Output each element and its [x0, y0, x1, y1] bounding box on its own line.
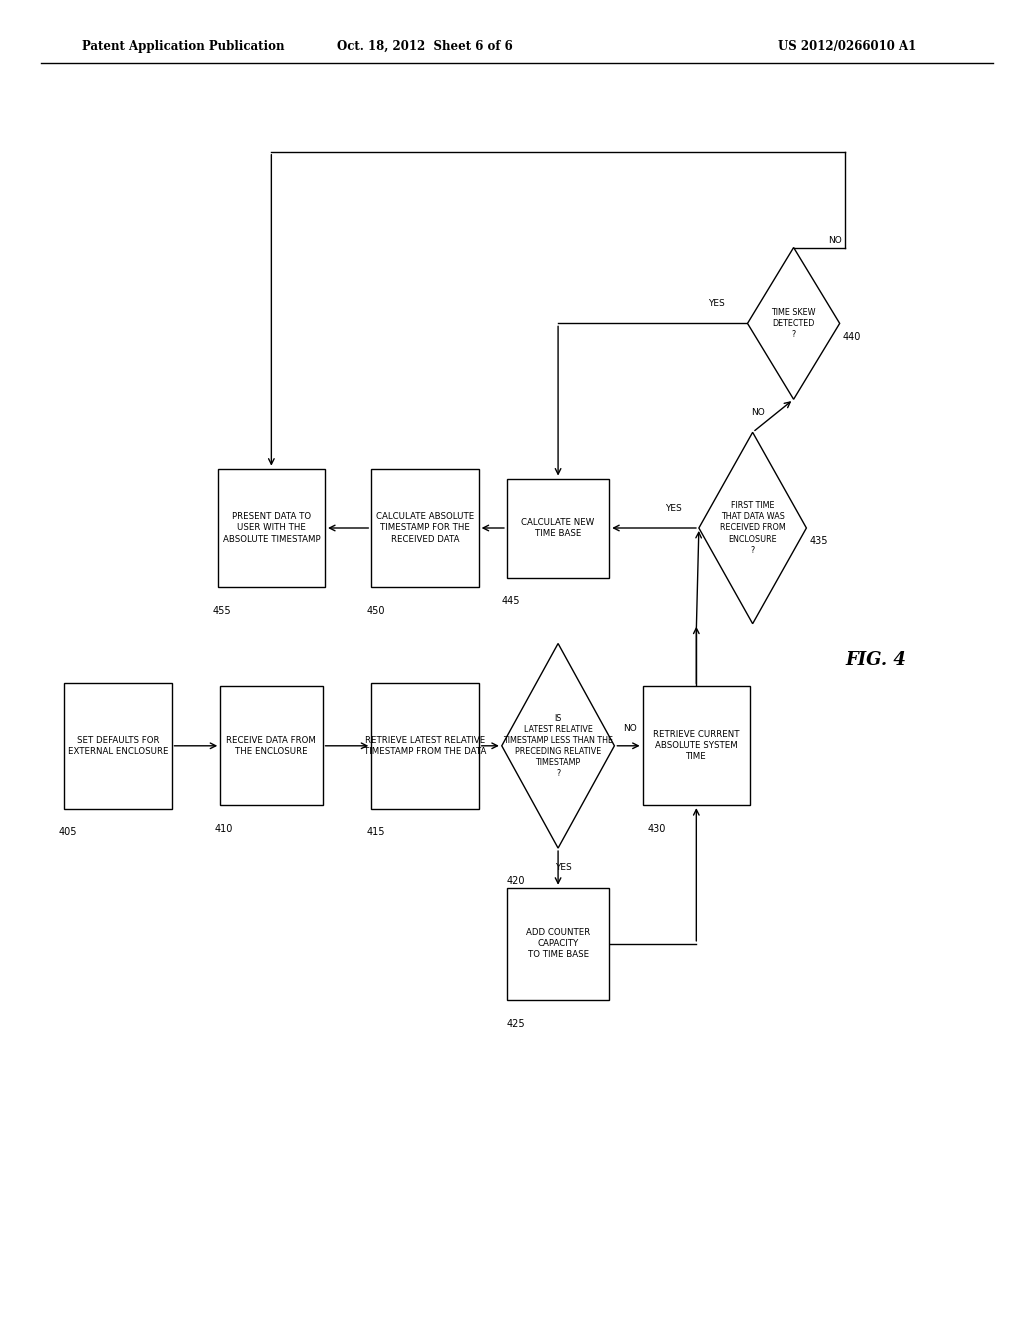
Polygon shape: [698, 433, 807, 624]
Text: PRESENT DATA TO
USER WITH THE
ABSOLUTE TIMESTAMP: PRESENT DATA TO USER WITH THE ABSOLUTE T…: [222, 512, 321, 544]
Text: YES: YES: [665, 504, 682, 512]
Text: 455: 455: [213, 606, 231, 616]
Bar: [220, 686, 323, 805]
Text: 410: 410: [215, 824, 233, 834]
Text: 420: 420: [507, 876, 525, 886]
Text: RETRIEVE CURRENT
ABSOLUTE SYSTEM
TIME: RETRIEVE CURRENT ABSOLUTE SYSTEM TIME: [653, 730, 739, 762]
Text: IS
LATEST RELATIVE
TIMESTAMP LESS THAN THE
PRECEDING RELATIVE
TIMESTAMP
?: IS LATEST RELATIVE TIMESTAMP LESS THAN T…: [503, 714, 613, 777]
Text: YES: YES: [709, 300, 725, 308]
Text: 435: 435: [809, 536, 828, 546]
Text: RECEIVE DATA FROM
THE ENCLOSURE: RECEIVE DATA FROM THE ENCLOSURE: [226, 735, 316, 756]
Text: US 2012/0266010 A1: US 2012/0266010 A1: [778, 40, 916, 53]
Polygon shape: [748, 248, 840, 399]
Text: 425: 425: [507, 1019, 525, 1028]
Text: NO: NO: [623, 725, 637, 733]
Polygon shape: [502, 644, 614, 849]
Bar: [371, 682, 478, 808]
Bar: [507, 479, 609, 578]
Bar: [63, 682, 171, 808]
Text: CALCULATE NEW
TIME BASE: CALCULATE NEW TIME BASE: [521, 517, 595, 539]
Text: FIG. 4: FIG. 4: [845, 651, 906, 669]
Bar: [218, 469, 326, 587]
Text: TIME SKEW
DETECTED
?: TIME SKEW DETECTED ?: [771, 308, 816, 339]
Text: YES: YES: [555, 863, 571, 873]
Text: ADD COUNTER
CAPACITY
TO TIME BASE: ADD COUNTER CAPACITY TO TIME BASE: [526, 928, 590, 960]
Bar: [507, 888, 609, 1001]
Text: FIRST TIME
THAT DATA WAS
RECEIVED FROM
ENCLOSURE
?: FIRST TIME THAT DATA WAS RECEIVED FROM E…: [720, 502, 785, 554]
Text: RETRIEVE LATEST RELATIVE
TIMESTAMP FROM THE DATA: RETRIEVE LATEST RELATIVE TIMESTAMP FROM …: [364, 735, 486, 756]
Text: 440: 440: [843, 331, 861, 342]
Text: Patent Application Publication: Patent Application Publication: [82, 40, 285, 53]
Text: 445: 445: [502, 597, 520, 606]
Text: NO: NO: [751, 408, 765, 417]
Text: NO: NO: [827, 236, 842, 246]
Text: 450: 450: [367, 606, 385, 616]
Bar: [643, 686, 750, 805]
Text: SET DEFAULTS FOR
EXTERNAL ENCLOSURE: SET DEFAULTS FOR EXTERNAL ENCLOSURE: [68, 735, 168, 756]
Text: CALCULATE ABSOLUTE
TIMESTAMP FOR THE
RECEIVED DATA: CALCULATE ABSOLUTE TIMESTAMP FOR THE REC…: [376, 512, 474, 544]
Text: Oct. 18, 2012  Sheet 6 of 6: Oct. 18, 2012 Sheet 6 of 6: [337, 40, 513, 53]
Text: 405: 405: [59, 828, 78, 837]
Text: 430: 430: [648, 824, 666, 834]
Bar: [371, 469, 478, 587]
Text: 415: 415: [367, 828, 385, 837]
